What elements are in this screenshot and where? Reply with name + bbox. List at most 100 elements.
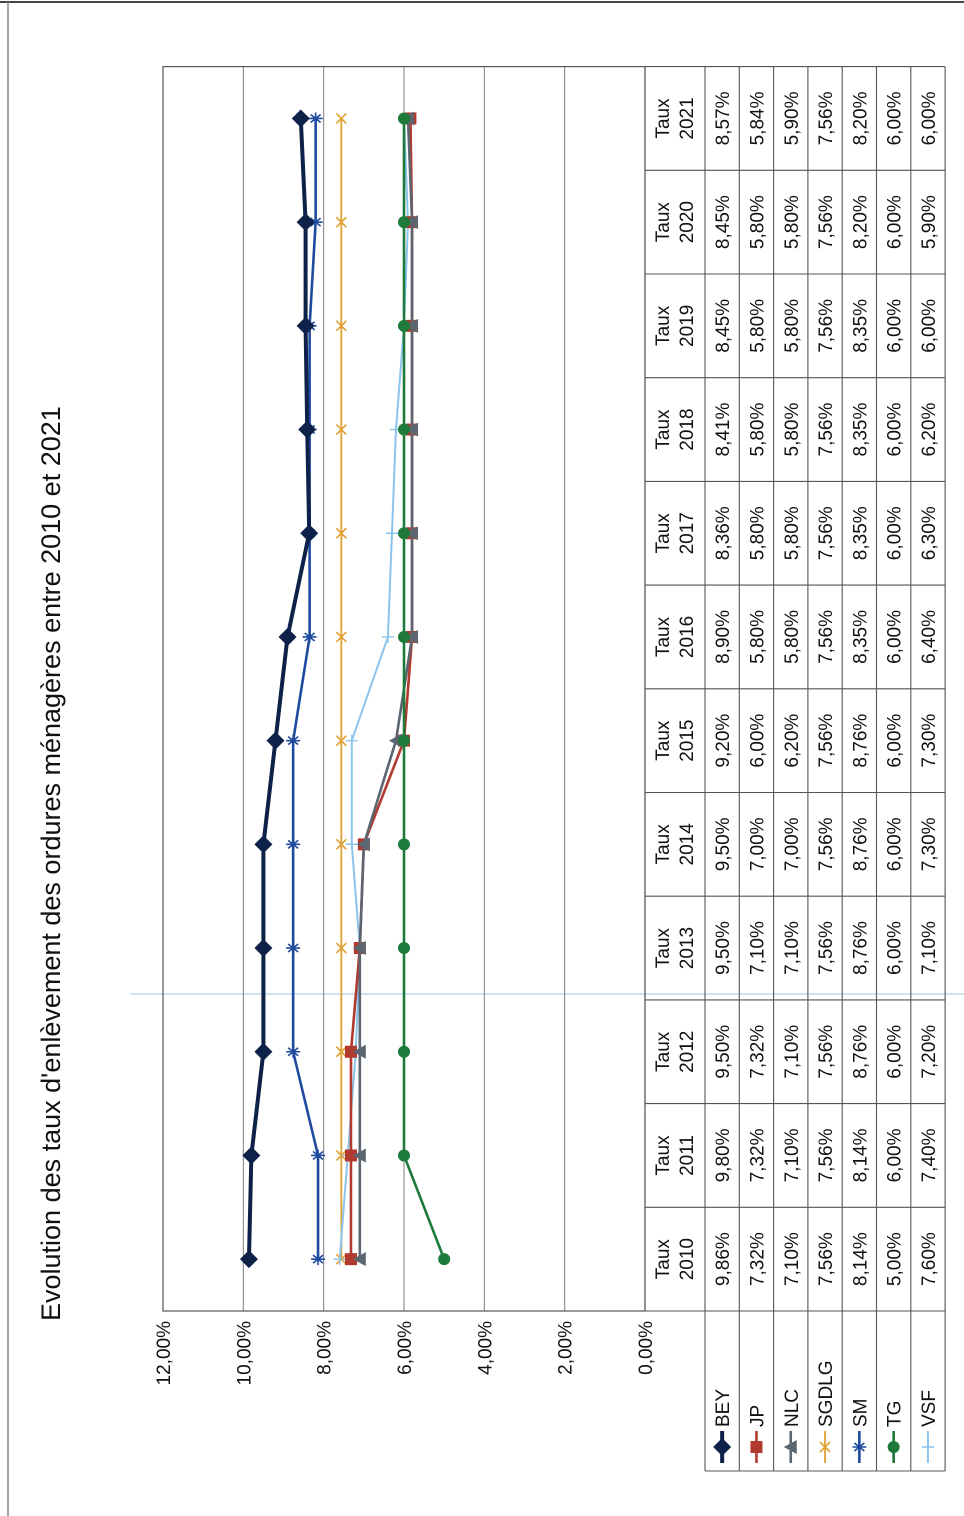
- series-tg-point: [398, 216, 410, 229]
- data-label: 9,50%: [713, 921, 734, 975]
- series-sgdlg-point: [335, 1149, 347, 1162]
- data-label: 7,10%: [782, 1232, 803, 1286]
- series-sm-point: [286, 1045, 301, 1058]
- series-sgdlg-point: [335, 838, 347, 850]
- data-label: 6,20%: [919, 403, 940, 457]
- table-header-cell: 2020: [677, 201, 698, 243]
- data-label: 5,80%: [747, 403, 768, 457]
- series-nlc-point: [405, 526, 419, 541]
- series-tg-point: [398, 734, 410, 747]
- table-header-cell: Taux: [653, 616, 674, 657]
- series-line-sm: [291, 118, 320, 1260]
- series-bey-point: [291, 109, 310, 128]
- series-bey-point: [239, 1250, 258, 1269]
- data-label: 7,56%: [816, 1232, 837, 1286]
- data-label: 8,45%: [713, 195, 734, 249]
- y-tick-label: 4,00%: [475, 1321, 496, 1375]
- data-label: 7,00%: [747, 817, 768, 871]
- series-bey-point: [278, 627, 297, 646]
- data-label: 7,56%: [816, 921, 837, 975]
- data-label: 5,80%: [747, 195, 768, 249]
- table-header-cell: Taux: [653, 1031, 674, 1072]
- series-sgdlg-point: [335, 112, 347, 125]
- series-vsf-point: [333, 1253, 346, 1266]
- table-header-cell: Taux: [653, 720, 674, 761]
- series-lines: [239, 109, 451, 1269]
- data-label: 8,35%: [850, 610, 871, 664]
- series-sm-point: [286, 942, 301, 955]
- series-nlc-point: [352, 1148, 366, 1163]
- series-line-tg: [402, 118, 446, 1260]
- legend-key-vsf-point: [921, 1441, 934, 1453]
- data-label: 5,90%: [782, 91, 803, 145]
- data-label: 6,00%: [919, 91, 940, 145]
- series-bey-point: [296, 213, 315, 232]
- data-label: 8,76%: [850, 714, 871, 768]
- legend-key-sm-point: [852, 1441, 867, 1453]
- series-nlc-point: [352, 1252, 366, 1267]
- series-line-bey: [246, 118, 312, 1260]
- data-label: 7,10%: [919, 921, 940, 975]
- data-label: 8,35%: [850, 403, 871, 457]
- series-bey: [239, 109, 319, 1269]
- series-tg-point: [398, 319, 410, 332]
- series-sm-point: [308, 112, 323, 125]
- series-jp: [344, 112, 419, 1266]
- table-header-cell: 2019: [677, 305, 698, 347]
- series-sgdlg-point: [335, 1046, 347, 1058]
- data-label: 7,56%: [816, 1025, 837, 1079]
- data-label: 5,84%: [747, 91, 768, 145]
- series-tg-point: [398, 1045, 410, 1058]
- data-label: 5,80%: [782, 403, 803, 457]
- series-vsf-point: [345, 734, 358, 747]
- data-label: 7,56%: [816, 195, 837, 249]
- table-header-cell: Taux: [653, 98, 674, 139]
- data-label: 6,00%: [885, 299, 906, 353]
- table-header-cell: 2015: [677, 720, 698, 762]
- table-header-cell: 2018: [677, 408, 698, 450]
- series-sgdlg-point: [335, 527, 347, 539]
- data-label: 8,20%: [850, 195, 871, 249]
- data-label: 8,90%: [713, 610, 734, 664]
- series-jp-point: [344, 1149, 357, 1162]
- series-bey-point: [266, 731, 285, 750]
- data-label: 5,80%: [747, 506, 768, 560]
- legend-key-nlc-point: [783, 1440, 797, 1454]
- series-sm-point: [311, 1149, 326, 1162]
- data-label: 5,80%: [747, 299, 768, 353]
- series-bey-point: [296, 316, 315, 335]
- data-label: 8,76%: [850, 921, 871, 975]
- table-header-cell: 2011: [677, 1135, 698, 1176]
- series-bey-point: [254, 835, 273, 854]
- data-label: 6,00%: [885, 921, 906, 975]
- data-label: 5,80%: [782, 195, 803, 249]
- series-bey-point: [298, 420, 317, 439]
- series-nlc-point: [356, 837, 370, 852]
- series-sm-point: [311, 1253, 326, 1266]
- data-label: 8,76%: [850, 1025, 871, 1079]
- data-label: 8,36%: [713, 506, 734, 560]
- series-name-nlc: NLC: [782, 1389, 803, 1427]
- data-label: 8,35%: [850, 299, 871, 353]
- series-bey-point: [300, 524, 319, 543]
- data-label: 6,00%: [885, 506, 906, 560]
- data-label: 8,41%: [713, 403, 734, 457]
- series-nlc-point: [352, 1044, 366, 1059]
- data-label: 5,80%: [782, 610, 803, 664]
- data-label: 7,56%: [816, 610, 837, 664]
- data-label: 7,56%: [816, 817, 837, 871]
- y-tick-label: 2,00%: [556, 1321, 577, 1375]
- data-label: 7,20%: [919, 1025, 940, 1079]
- data-label: 8,76%: [850, 817, 871, 871]
- series-name-sm: SM: [850, 1399, 871, 1428]
- table-header-cell: Taux: [653, 202, 674, 243]
- series-name-bey: BEY: [713, 1389, 734, 1427]
- data-label: 7,30%: [919, 817, 940, 871]
- y-tick-label: 10,00%: [234, 1321, 255, 1386]
- table-header-cell: Taux: [653, 927, 674, 968]
- data-label: 7,56%: [816, 403, 837, 457]
